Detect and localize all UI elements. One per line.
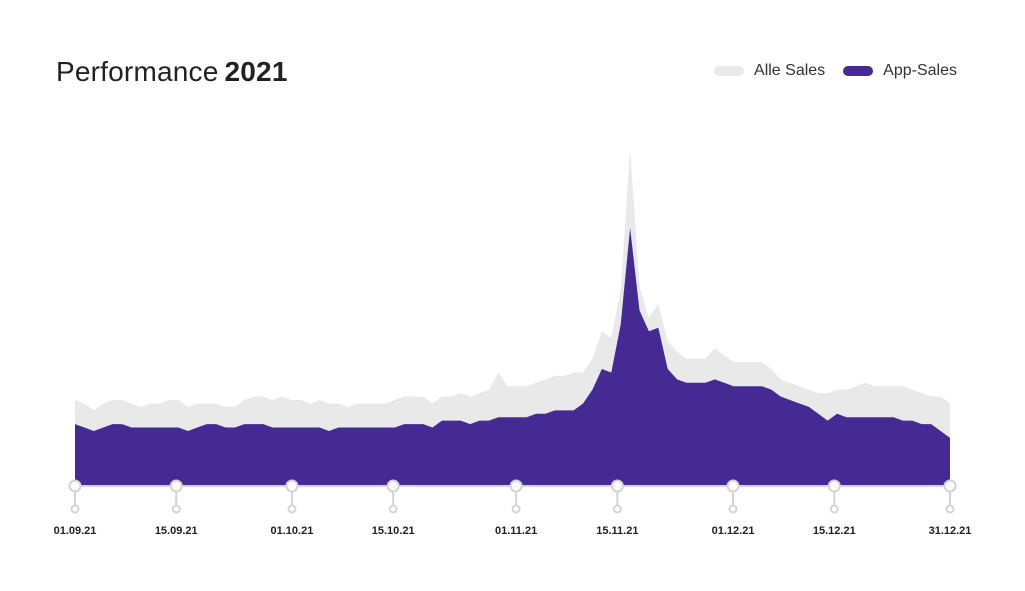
series-area-app-sales <box>75 228 950 486</box>
tick-marker <box>386 479 400 493</box>
tick-marker <box>68 479 82 493</box>
legend-label-app-sales: App-Sales <box>883 62 957 79</box>
x-tick-label: 01.09.21 <box>54 525 97 537</box>
tick-marker-small <box>829 504 839 514</box>
legend-swatch-app-sales <box>843 66 874 76</box>
x-tick-label: 15.11.21 <box>596 525 638 537</box>
tick-marker <box>610 479 624 493</box>
tick-marker <box>943 479 957 493</box>
tick-marker <box>509 479 523 493</box>
legend-item-app-sales: App-Sales <box>843 62 957 80</box>
tick-marker-small <box>728 504 738 514</box>
x-tick-label: 01.11.21 <box>495 525 537 537</box>
tick-marker-small <box>511 504 521 514</box>
legend-label-all-sales: Alle Sales <box>754 62 826 79</box>
tick-marker <box>285 479 299 493</box>
tick-marker <box>726 479 740 493</box>
tick-marker-small <box>945 504 955 514</box>
title-year: 2021 <box>224 56 288 87</box>
tick-marker <box>827 479 841 493</box>
x-tick-label: 01.12.21 <box>712 525 755 537</box>
chart-legend: Alle Sales App-Sales <box>714 62 957 80</box>
x-tick-label: 01.10.21 <box>271 525 314 537</box>
tick-marker-small <box>70 504 80 514</box>
title-prefix: Performance <box>56 56 219 87</box>
tick-marker-small <box>171 504 181 514</box>
x-tick-label: 31.12.21 <box>929 525 972 537</box>
tick-marker-small <box>287 504 297 514</box>
tick-marker <box>169 479 183 493</box>
x-tick-label: 15.10.21 <box>372 525 415 537</box>
page-title: Performance 2021 <box>56 56 288 88</box>
tick-marker-small <box>612 504 622 514</box>
x-tick-label: 15.12.21 <box>813 525 856 537</box>
tick-marker-small <box>388 504 398 514</box>
legend-swatch-all-sales <box>714 66 745 76</box>
x-tick-label: 15.09.21 <box>155 525 198 537</box>
legend-item-all-sales: Alle Sales <box>714 62 825 80</box>
